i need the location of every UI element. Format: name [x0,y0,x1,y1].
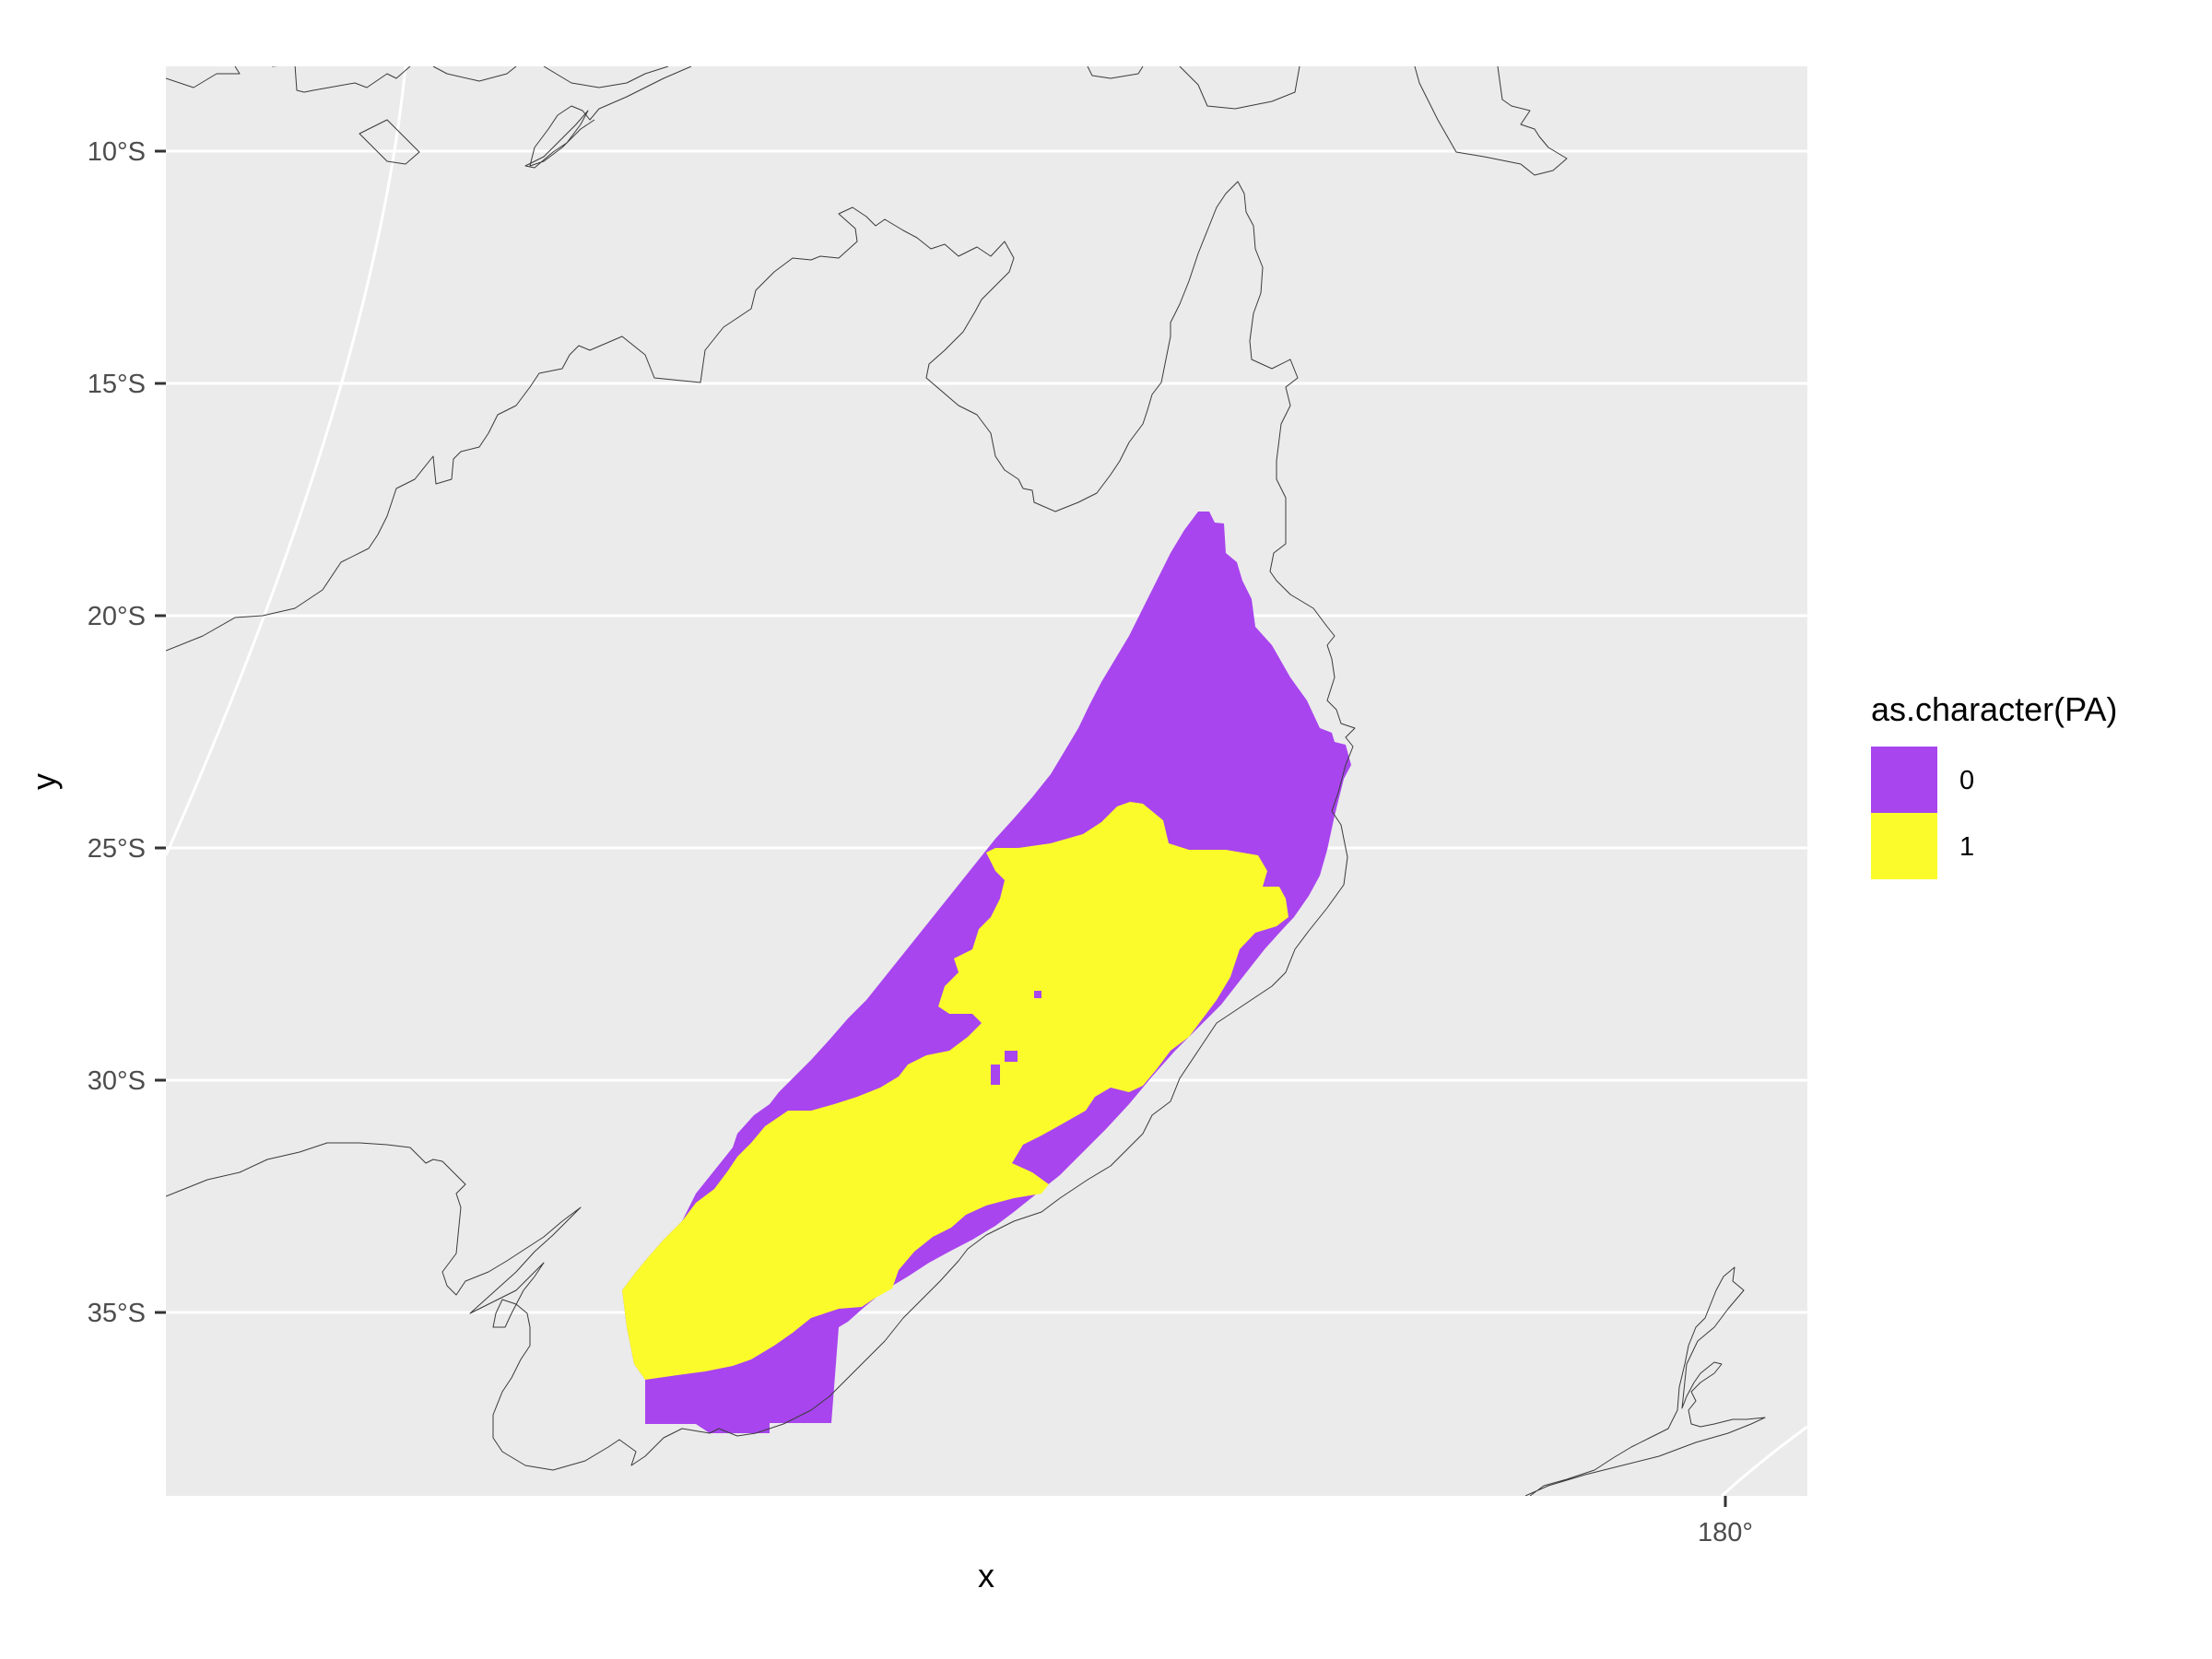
y-tick-label: 10°S [88,137,146,167]
raster-class-1 [622,802,1288,1380]
raster-cell-0 [991,1065,1000,1085]
coastline-island-a [359,119,420,165]
x-axis-title: x [978,1557,994,1594]
raster-cell-0 [949,1014,970,1025]
legend-swatch [1871,747,1937,813]
legend-title: as.character(PA) [1871,690,2117,728]
coastline-new-guinea [166,66,1568,176]
x-axis: 180° [1698,1496,1753,1547]
meridian-grid-line-east [1720,1425,1807,1496]
y-tick-label: 15°S [88,370,146,399]
raster-cell-0 [1034,991,1041,998]
raster-layer [622,512,1351,1433]
coastline-new-zealand [1524,1266,1766,1496]
legend-swatch [1871,813,1937,879]
meridian-grid-line-west [166,66,407,856]
coastline-island-b [524,110,589,169]
legend-label: 0 [1959,766,1974,795]
panel-background [166,66,1807,1496]
y-tick-label: 35°S [88,1299,146,1328]
y-tick-label: 30°S [88,1066,146,1096]
coastline-australia-north [166,181,1356,1471]
y-tick-label: 20°S [88,602,146,631]
y-tick-label: 25°S [88,834,146,864]
legend-label: 1 [1959,832,1974,862]
raster-cell-0 [1005,1051,1018,1062]
legend: as.character(PA) 0 1 [1871,690,2117,879]
y-axis: 10°S 15°S 20°S 25°S 30°S 35°S [88,137,166,1328]
y-axis-title: y [25,773,63,790]
coastlines [166,66,1766,1496]
x-tick-label: 180° [1698,1518,1753,1547]
